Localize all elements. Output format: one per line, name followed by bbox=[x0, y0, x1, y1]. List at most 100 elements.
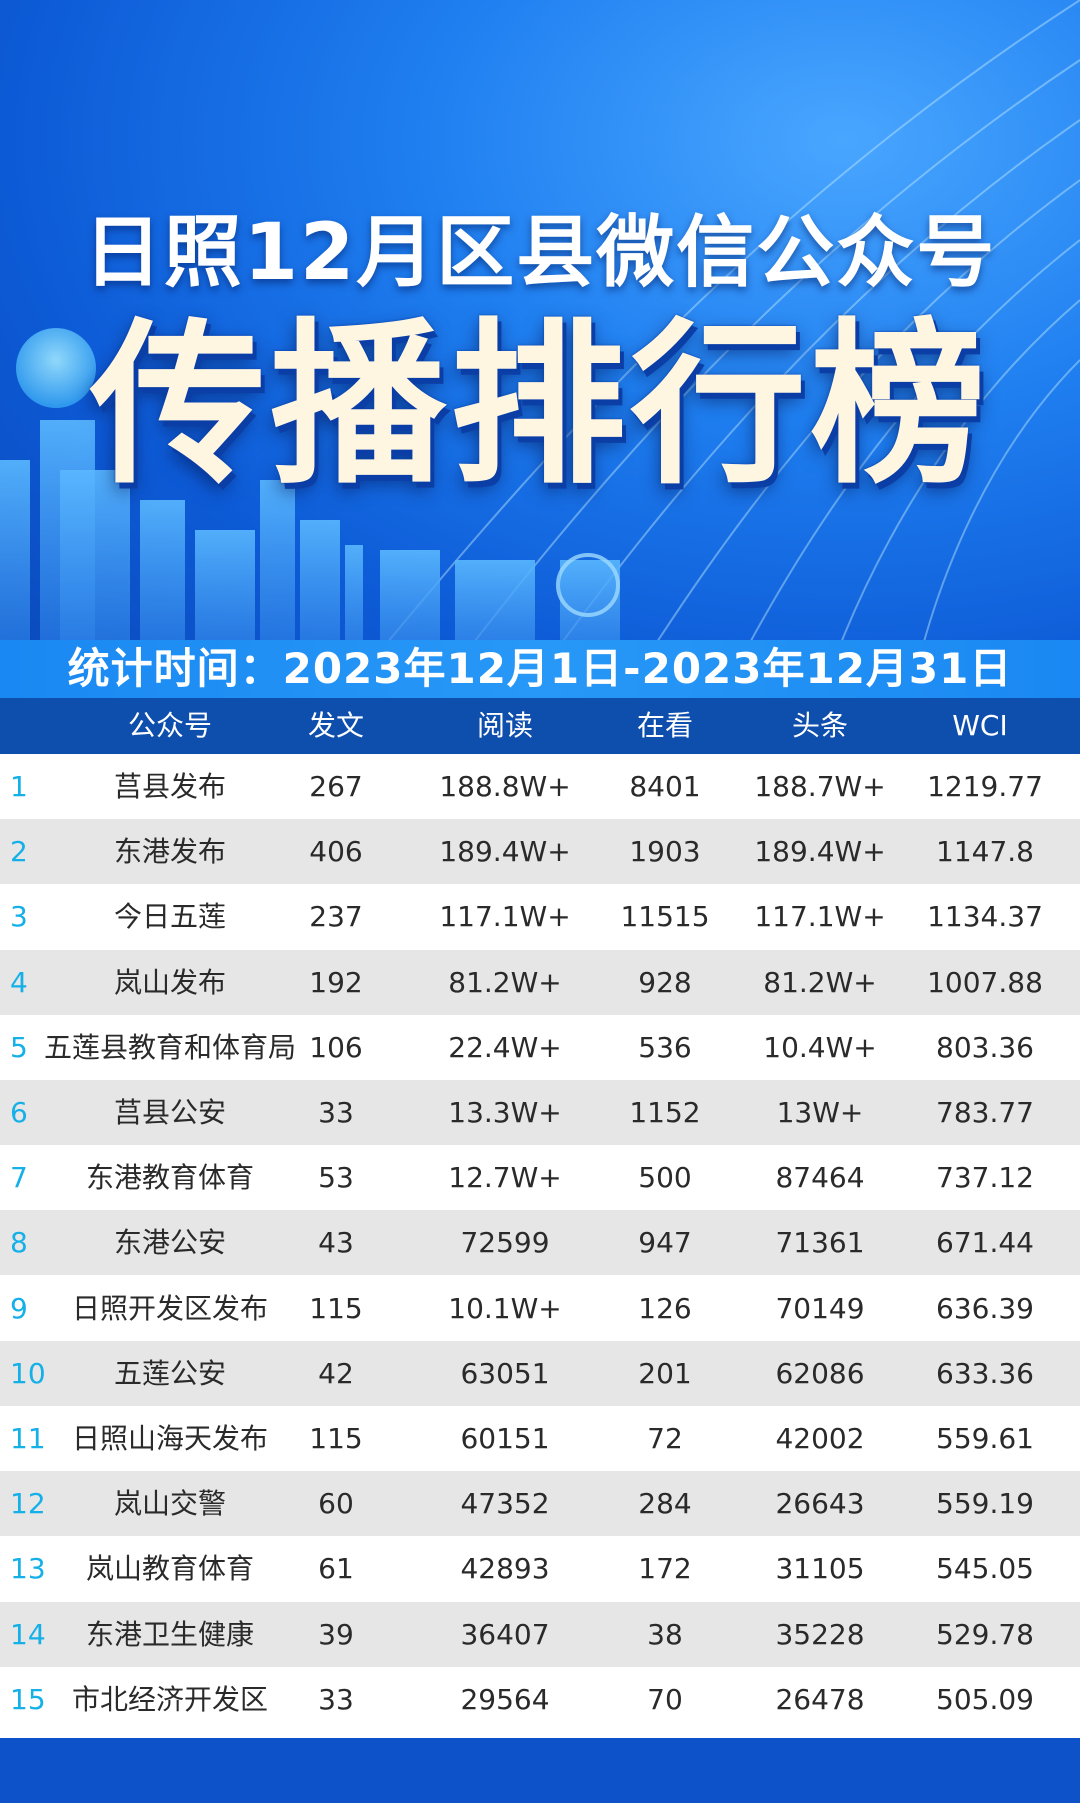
rank-number: 11 bbox=[10, 1422, 46, 1455]
table-row: 2 东港发布 406 189.4W+ 1903 189.4W+ 1147.8 bbox=[0, 819, 1080, 885]
account-name: 岚山交警 bbox=[113, 1487, 226, 1521]
posts-count: 192 bbox=[309, 965, 363, 999]
wci-score: 1007.88 bbox=[927, 965, 1043, 999]
posts-count: 406 bbox=[309, 835, 363, 869]
posts-count: 115 bbox=[309, 1422, 363, 1455]
wci-score: 1147.8 bbox=[936, 835, 1034, 869]
period-bar: 统计时间：2023年12月1日-2023年12月31日 bbox=[0, 640, 1080, 698]
account-name: 市北经济开发区 bbox=[71, 1682, 268, 1716]
reads-count: 22.4W+ bbox=[448, 1030, 562, 1064]
likes-count: 126 bbox=[638, 1291, 692, 1325]
account-name: 岚山教育体育 bbox=[85, 1552, 254, 1586]
posts-count: 115 bbox=[309, 1291, 363, 1325]
wci-score: 1134.37 bbox=[927, 900, 1043, 934]
headline-reads: 62086 bbox=[775, 1356, 865, 1390]
reads-count: 36407 bbox=[460, 1617, 550, 1651]
reads-count: 60151 bbox=[460, 1422, 550, 1455]
rank-number: 13 bbox=[10, 1552, 46, 1586]
account-name: 今日五莲 bbox=[113, 900, 226, 934]
table-row: 4 岚山发布 192 81.2W+ 928 81.2W+ 1007.88 bbox=[0, 949, 1080, 1015]
table-row: 8 东港公安 43 72599 947 71361 671.44 bbox=[0, 1210, 1080, 1276]
likes-count: 500 bbox=[638, 1161, 692, 1195]
headline-reads: 26478 bbox=[775, 1682, 865, 1716]
posts-count: 33 bbox=[318, 1096, 354, 1129]
account-name: 莒县发布 bbox=[113, 770, 226, 803]
account-name: 日照山海天发布 bbox=[71, 1422, 268, 1455]
wci-score: 559.19 bbox=[936, 1487, 1034, 1521]
headline-reads: 42002 bbox=[775, 1422, 865, 1455]
likes-count: 1903 bbox=[629, 835, 701, 869]
headline-reads: 81.2W+ bbox=[763, 965, 877, 999]
table-row: 13 岚山教育体育 61 42893 172 31105 545.05 bbox=[0, 1536, 1080, 1602]
subtitle: 日照12月区县微信公众号 bbox=[83, 208, 997, 298]
rank-number: 3 bbox=[10, 900, 28, 934]
account-name: 东港卫生健康 bbox=[85, 1617, 254, 1651]
rank-number: 15 bbox=[10, 1682, 46, 1716]
likes-count: 38 bbox=[647, 1617, 683, 1651]
reads-count: 188.8W+ bbox=[439, 770, 571, 803]
headline-reads: 188.7W+ bbox=[754, 770, 886, 803]
likes-count: 536 bbox=[638, 1030, 692, 1064]
likes-count: 172 bbox=[638, 1552, 692, 1586]
wci-score: 671.44 bbox=[936, 1226, 1034, 1260]
rank-number: 8 bbox=[10, 1226, 28, 1260]
wci-score: 505.09 bbox=[936, 1682, 1034, 1716]
likes-count: 928 bbox=[638, 965, 692, 999]
table-row: 12 岚山交警 60 47352 284 26643 559.19 bbox=[0, 1471, 1080, 1537]
table-row: 9 日照开发区发布 115 10.1W+ 126 70149 636.39 bbox=[0, 1275, 1080, 1341]
table-header: 公众号 发文 阅读 在看 头条 WCI bbox=[0, 698, 1080, 754]
table-row: 6 莒县公安 33 13.3W+ 1152 13W+ 783.77 bbox=[0, 1080, 1080, 1145]
account-name: 东港公安 bbox=[113, 1226, 226, 1260]
reads-count: 189.4W+ bbox=[439, 835, 571, 869]
reads-count: 12.7W+ bbox=[448, 1161, 562, 1195]
posts-count: 61 bbox=[318, 1552, 354, 1586]
account-name: 日照开发区发布 bbox=[71, 1291, 268, 1325]
headline-reads: 26643 bbox=[775, 1487, 865, 1521]
reads-count: 47352 bbox=[460, 1487, 550, 1521]
table-row: 1 莒县发布 267 188.8W+ 8401 188.7W+ 1219.77 bbox=[0, 754, 1080, 819]
account-name: 五莲县教育和体育局 bbox=[43, 1030, 296, 1064]
reads-count: 10.1W+ bbox=[448, 1291, 562, 1325]
wci-score: 783.77 bbox=[936, 1096, 1034, 1129]
column-header-account: 公众号 bbox=[127, 709, 212, 742]
account-name: 岚山发布 bbox=[113, 965, 226, 999]
rank-number: 7 bbox=[10, 1161, 28, 1195]
footer-bar bbox=[0, 1738, 1080, 1803]
rank-number: 14 bbox=[10, 1617, 46, 1651]
account-name: 五莲公安 bbox=[113, 1356, 226, 1390]
wci-score: 636.39 bbox=[936, 1291, 1034, 1325]
wci-score: 1219.77 bbox=[927, 770, 1043, 803]
column-header-headline: 头条 bbox=[791, 709, 848, 742]
posts-count: 267 bbox=[309, 770, 363, 803]
column-header-wci: WCI bbox=[952, 709, 1008, 742]
headline-reads: 13W+ bbox=[776, 1096, 864, 1129]
headline-reads: 35228 bbox=[775, 1617, 865, 1651]
headline-reads: 71361 bbox=[775, 1226, 865, 1260]
rank-number: 4 bbox=[10, 965, 28, 999]
headline-reads: 70149 bbox=[775, 1291, 865, 1325]
posts-count: 106 bbox=[309, 1030, 363, 1064]
column-header-reads: 阅读 bbox=[476, 709, 533, 742]
wci-score: 545.05 bbox=[936, 1552, 1034, 1586]
rank-number: 9 bbox=[10, 1291, 28, 1325]
likes-count: 70 bbox=[647, 1682, 683, 1716]
wci-score: 737.12 bbox=[936, 1161, 1034, 1195]
wci-score: 559.61 bbox=[936, 1422, 1034, 1455]
posts-count: 42 bbox=[318, 1356, 354, 1390]
rank-number: 6 bbox=[10, 1096, 28, 1129]
rank-number: 10 bbox=[10, 1356, 46, 1390]
account-name: 东港教育体育 bbox=[85, 1161, 254, 1195]
headline-reads: 117.1W+ bbox=[754, 900, 886, 934]
posts-count: 237 bbox=[309, 900, 363, 934]
rank-number: 2 bbox=[10, 835, 28, 869]
table-row: 3 今日五莲 237 117.1W+ 11515 117.1W+ 1134.37 bbox=[0, 884, 1080, 950]
rank-number: 12 bbox=[10, 1487, 46, 1521]
reads-count: 72599 bbox=[460, 1226, 550, 1260]
headline-reads: 87464 bbox=[775, 1161, 865, 1195]
period-text: 统计时间：2023年12月1日-2023年12月31日 bbox=[67, 644, 1013, 693]
likes-count: 8401 bbox=[629, 770, 701, 803]
table-row: 15 市北经济开发区 33 29564 70 26478 505.09 bbox=[0, 1666, 1080, 1732]
table-row: 11 日照山海天发布 115 60151 72 42002 559.61 bbox=[0, 1406, 1080, 1471]
likes-count: 201 bbox=[638, 1356, 692, 1390]
account-name: 东港发布 bbox=[113, 835, 226, 869]
